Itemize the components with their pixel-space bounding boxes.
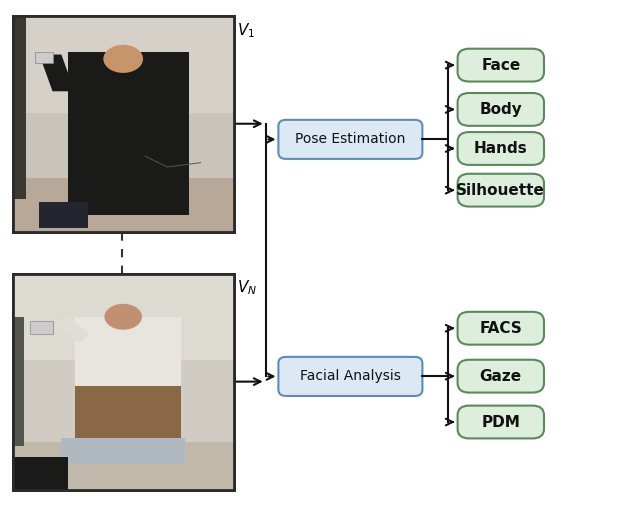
Bar (13, 16, 26, 200)
Text: FACS: FACS (479, 321, 522, 336)
Text: Gaze: Gaze (480, 369, 522, 383)
FancyBboxPatch shape (458, 359, 544, 393)
Bar (75, 317, 180, 442)
FancyBboxPatch shape (458, 132, 544, 165)
Text: $V_1$: $V_1$ (237, 21, 255, 40)
Bar (13, 16, 234, 232)
Bar (35, 53, 52, 63)
Bar (13, 274, 234, 490)
Bar (13, 178, 234, 232)
Text: $V_N$: $V_N$ (237, 279, 257, 297)
FancyBboxPatch shape (458, 405, 544, 439)
Polygon shape (52, 317, 90, 343)
Text: Body: Body (479, 102, 522, 117)
Bar (13, 16, 234, 232)
Polygon shape (150, 55, 185, 91)
FancyBboxPatch shape (278, 120, 422, 159)
Bar (13, 274, 234, 490)
Bar (13, 274, 234, 360)
Ellipse shape (104, 304, 142, 330)
Text: Pose Estimation: Pose Estimation (295, 132, 406, 146)
FancyBboxPatch shape (458, 312, 544, 345)
Bar (39, 202, 88, 228)
Text: Facial Analysis: Facial Analysis (300, 369, 401, 383)
Bar (75, 386, 180, 442)
Bar (13, 16, 234, 113)
Bar (31, 321, 52, 334)
Bar (68, 53, 189, 215)
Bar (13, 442, 234, 490)
Text: PDM: PDM (481, 415, 520, 429)
FancyBboxPatch shape (278, 357, 422, 396)
Bar (13, 457, 68, 490)
Text: Silhouette: Silhouette (456, 183, 545, 197)
Bar (13, 274, 234, 490)
Text: Face: Face (481, 58, 520, 72)
Bar (13, 317, 24, 446)
FancyBboxPatch shape (458, 48, 544, 81)
Polygon shape (39, 55, 75, 91)
Bar (61, 438, 185, 464)
Bar (13, 16, 234, 232)
FancyBboxPatch shape (458, 174, 544, 206)
Ellipse shape (103, 45, 143, 73)
Text: Hands: Hands (474, 141, 527, 156)
FancyBboxPatch shape (458, 93, 544, 126)
